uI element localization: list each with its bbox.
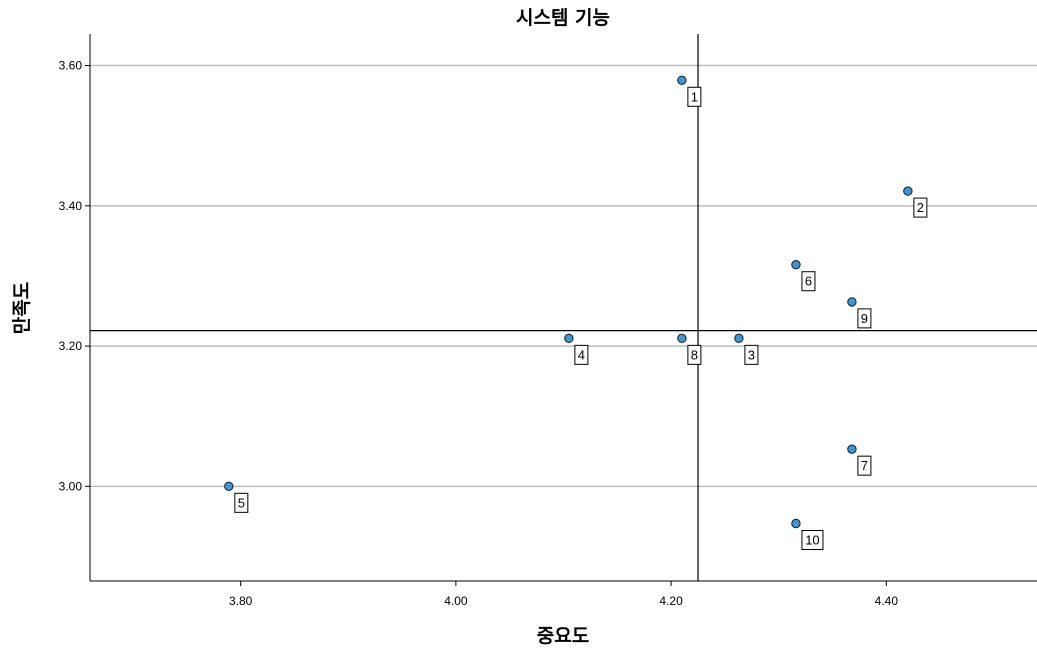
point-label-box <box>857 308 872 329</box>
point-label: 3 <box>748 347 755 362</box>
y-axis-label: 만족도 <box>11 282 33 334</box>
y-tick-label: 3.00 <box>59 479 83 493</box>
chart-title: 시스템 기능 <box>516 7 610 29</box>
data-point <box>903 186 913 196</box>
point-label-box <box>857 455 872 476</box>
x-tick-label: 4.20 <box>659 594 683 608</box>
data-point <box>847 297 857 307</box>
point-label-box <box>234 492 249 513</box>
x-tick-label: 4.40 <box>875 594 899 608</box>
axis-layer <box>85 34 1037 586</box>
y-tick-label: 3.40 <box>59 199 83 213</box>
data-point <box>677 333 687 344</box>
point-label-box <box>801 529 824 550</box>
reference-lines <box>90 34 1037 581</box>
point-label-box <box>687 344 702 365</box>
point-label-box <box>744 344 759 365</box>
data-point <box>791 260 801 270</box>
y-tick-label: 3.20 <box>59 339 83 353</box>
point-labels-layer: 1 2 3 4 5 6 7 8 9 10 <box>234 86 928 550</box>
point-label-box <box>687 86 702 107</box>
point-label: 7 <box>861 458 868 473</box>
x-tick-label: 4.00 <box>444 594 468 608</box>
point-label: 6 <box>805 274 812 289</box>
point-label: 9 <box>861 311 868 326</box>
data-point <box>791 518 801 529</box>
data-point <box>564 333 574 344</box>
data-point <box>677 75 687 85</box>
point-label: 5 <box>238 495 245 510</box>
point-label: 10 <box>805 532 819 547</box>
data-point <box>224 481 234 492</box>
point-label: 1 <box>691 89 698 104</box>
point-label: 2 <box>917 200 924 215</box>
data-point <box>847 444 857 454</box>
x-axis-label: 중요도 <box>537 625 589 647</box>
x-tick-label: 3.80 <box>229 594 253 608</box>
point-label-box <box>574 344 589 365</box>
point-label-box <box>913 197 928 218</box>
tick-labels-layer: 3.00 3.20 3.40 3.60 3.80 4.00 4.20 4.40 <box>59 59 899 608</box>
points-layer <box>224 75 913 529</box>
point-label: 4 <box>578 347 585 362</box>
grid-layer <box>90 64 1037 488</box>
data-point <box>734 333 744 344</box>
y-tick-label: 3.60 <box>59 59 83 73</box>
point-label-box <box>801 271 816 292</box>
point-label: 8 <box>691 347 698 362</box>
